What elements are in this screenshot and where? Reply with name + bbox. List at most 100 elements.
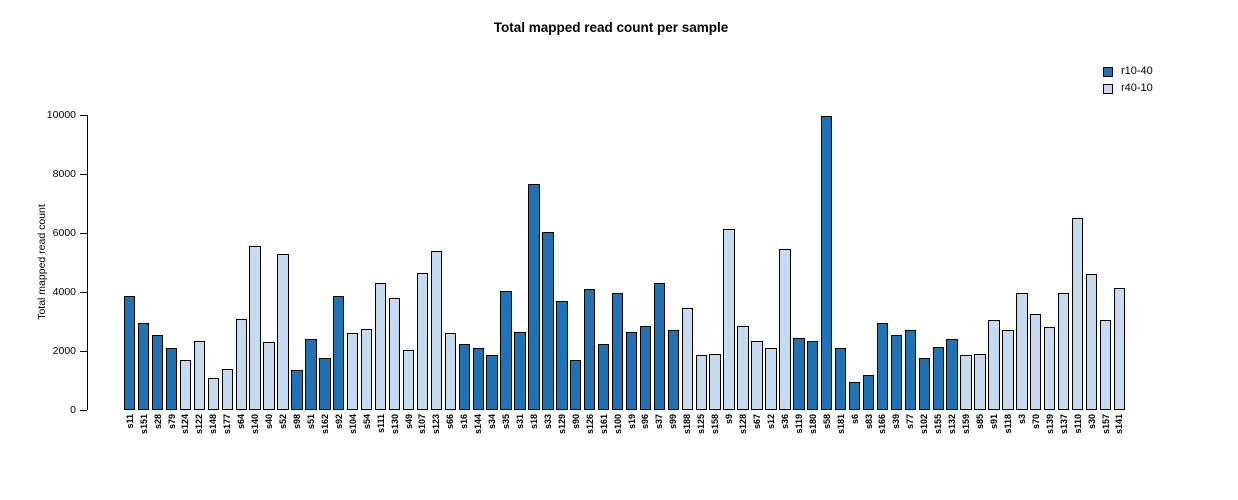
x-tick-label-s151: s151 bbox=[138, 414, 149, 435]
x-tick-label-s181: s181 bbox=[835, 414, 846, 435]
bar-s18 bbox=[528, 184, 540, 410]
bar-s58 bbox=[821, 116, 833, 410]
x-tick-label-s188: s188 bbox=[682, 414, 693, 435]
bar-s140 bbox=[249, 246, 261, 410]
x-tick-label-s126: s126 bbox=[584, 414, 595, 435]
legend-label: r40-10 bbox=[1121, 82, 1153, 94]
x-tick-label-s110: s110 bbox=[1072, 414, 1083, 434]
x-tick-label-s11: s11 bbox=[124, 414, 135, 429]
y-tick-label: 6000 bbox=[52, 227, 76, 239]
x-tick-label-s162: s162 bbox=[319, 414, 330, 435]
x-tick-label-s67: s67 bbox=[752, 414, 762, 430]
x-tick-label-s161: s161 bbox=[598, 414, 609, 435]
bar-s9 bbox=[723, 228, 735, 410]
x-tick-label-s107: s107 bbox=[417, 414, 428, 435]
bar-s12 bbox=[765, 348, 777, 410]
bar-s151 bbox=[137, 322, 150, 410]
bar-s99 bbox=[667, 330, 680, 410]
y-tick-label: 2000 bbox=[52, 345, 76, 357]
bar-s85 bbox=[974, 353, 986, 410]
x-tick-label-s54: s54 bbox=[361, 414, 372, 430]
bar-s107 bbox=[416, 272, 429, 410]
bar-s155 bbox=[932, 346, 944, 410]
bar-s83 bbox=[862, 374, 875, 410]
x-tick-label-s31: s31 bbox=[515, 414, 526, 430]
bar-s137 bbox=[1057, 293, 1070, 410]
y-axis-tick bbox=[80, 409, 87, 411]
bar-s122 bbox=[193, 340, 206, 410]
bar-s161 bbox=[597, 343, 610, 410]
bar-s96 bbox=[639, 325, 652, 410]
x-tick-label-s52: s52 bbox=[278, 414, 289, 430]
bar-s11 bbox=[124, 296, 136, 410]
bar-s98 bbox=[291, 370, 303, 410]
x-tick-label-s166: s166 bbox=[877, 414, 888, 435]
bar-s54 bbox=[360, 328, 373, 410]
bar-s79 bbox=[165, 348, 178, 410]
bar-s129 bbox=[556, 300, 568, 410]
bar-s34 bbox=[486, 355, 498, 410]
bar-s91 bbox=[988, 320, 1000, 410]
legend-item-r10-40: r10-40 bbox=[1103, 63, 1153, 80]
bar-s6 bbox=[848, 381, 861, 410]
bar-s158 bbox=[709, 353, 721, 410]
x-tick-label-s125: s125 bbox=[696, 414, 707, 435]
bar-s100 bbox=[611, 293, 624, 410]
x-tick-label-s102: s102 bbox=[919, 414, 930, 435]
y-tick-label: 0 bbox=[70, 404, 76, 416]
bar-s141 bbox=[1113, 287, 1126, 410]
bar-s130 bbox=[388, 297, 401, 410]
x-tick-label-s36: s36 bbox=[779, 414, 790, 430]
x-tick-label-s16: s16 bbox=[459, 414, 470, 430]
bar-s188 bbox=[681, 308, 693, 410]
x-tick-label-s28: s28 bbox=[152, 414, 163, 430]
bar-s90 bbox=[570, 359, 582, 410]
bar-s40 bbox=[263, 342, 275, 410]
x-tick-label-s140: s140 bbox=[250, 414, 261, 435]
x-tick-label-s148: s148 bbox=[208, 414, 219, 435]
x-tick-label-s18: s18 bbox=[528, 414, 539, 430]
x-tick-label-s77: s77 bbox=[905, 414, 916, 430]
bar-s144 bbox=[472, 348, 484, 410]
bar-s19 bbox=[625, 331, 638, 410]
bar-s128 bbox=[737, 325, 749, 410]
bar-s157 bbox=[1099, 320, 1112, 410]
y-tick-label: 4000 bbox=[52, 286, 76, 298]
x-tick-label-s12: s12 bbox=[765, 414, 776, 430]
bar-s3 bbox=[1016, 293, 1028, 410]
x-tick-label-s79: s79 bbox=[166, 414, 177, 430]
x-tick-label-s40: s40 bbox=[264, 414, 275, 430]
x-tick-label-s159: s159 bbox=[961, 414, 972, 435]
x-tick-label-s90: s90 bbox=[570, 414, 581, 430]
legend-swatch-light-blue bbox=[1103, 83, 1113, 94]
x-tick-label-s9: s9 bbox=[724, 414, 735, 425]
legend-item-r40-10: r40-10 bbox=[1103, 80, 1153, 97]
x-tick-label-s118: s118 bbox=[1002, 414, 1013, 434]
x-tick-label-s51: s51 bbox=[305, 414, 316, 430]
bar-s30 bbox=[1085, 274, 1098, 410]
bar-s37 bbox=[653, 283, 666, 410]
x-tick-label-s144: s144 bbox=[473, 414, 484, 435]
bar-s139 bbox=[1044, 327, 1056, 410]
x-tick-label-s35: s35 bbox=[501, 414, 512, 430]
x-tick-label-s34: s34 bbox=[487, 414, 498, 430]
x-tick-label-s91: s91 bbox=[988, 414, 999, 430]
bar-s104 bbox=[347, 333, 359, 410]
x-tick-label-s104: s104 bbox=[347, 414, 358, 435]
x-tick-label-s39: s39 bbox=[891, 414, 902, 430]
bar-s92 bbox=[333, 296, 345, 410]
x-tick-label-s100: s100 bbox=[612, 414, 623, 435]
bar-s111 bbox=[374, 283, 387, 410]
plot-area: 0 2000 4000 6000 8000 10000 s11 s151 s28 s79 s124 s… bbox=[47, 109, 1136, 434]
x-tick-label-s33: s33 bbox=[542, 414, 553, 430]
y-axis-tick bbox=[80, 291, 87, 293]
x-tick-label-s157: s157 bbox=[1100, 414, 1111, 435]
x-tick-label-s119: s119 bbox=[793, 414, 804, 434]
bar-s39 bbox=[890, 334, 903, 410]
bar-s181 bbox=[834, 348, 847, 410]
bar-s180 bbox=[807, 340, 819, 410]
bar-s166 bbox=[876, 322, 889, 410]
x-tick-label-s128: s128 bbox=[738, 414, 749, 435]
bar-s49 bbox=[402, 349, 415, 410]
x-tick-label-s58: s58 bbox=[821, 414, 832, 430]
